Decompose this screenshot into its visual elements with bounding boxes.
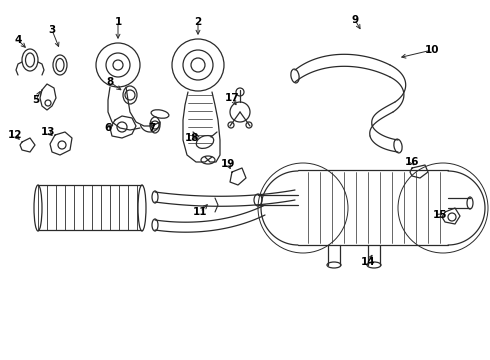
Text: 11: 11 — [193, 207, 207, 217]
Text: 15: 15 — [433, 210, 447, 220]
Text: 1: 1 — [114, 17, 122, 27]
Text: 8: 8 — [106, 77, 114, 87]
Text: 9: 9 — [351, 15, 359, 25]
Text: 4: 4 — [14, 35, 22, 45]
Text: 7: 7 — [148, 123, 156, 133]
Text: 3: 3 — [49, 25, 56, 35]
Text: 13: 13 — [41, 127, 55, 137]
Text: 17: 17 — [225, 93, 239, 103]
Text: 12: 12 — [8, 130, 22, 140]
Text: 19: 19 — [221, 159, 235, 169]
Text: 2: 2 — [195, 17, 201, 27]
Text: 18: 18 — [185, 133, 199, 143]
Text: 6: 6 — [104, 123, 112, 133]
Text: 5: 5 — [32, 95, 40, 105]
Text: 10: 10 — [425, 45, 439, 55]
Text: 14: 14 — [361, 257, 375, 267]
Text: 16: 16 — [405, 157, 419, 167]
